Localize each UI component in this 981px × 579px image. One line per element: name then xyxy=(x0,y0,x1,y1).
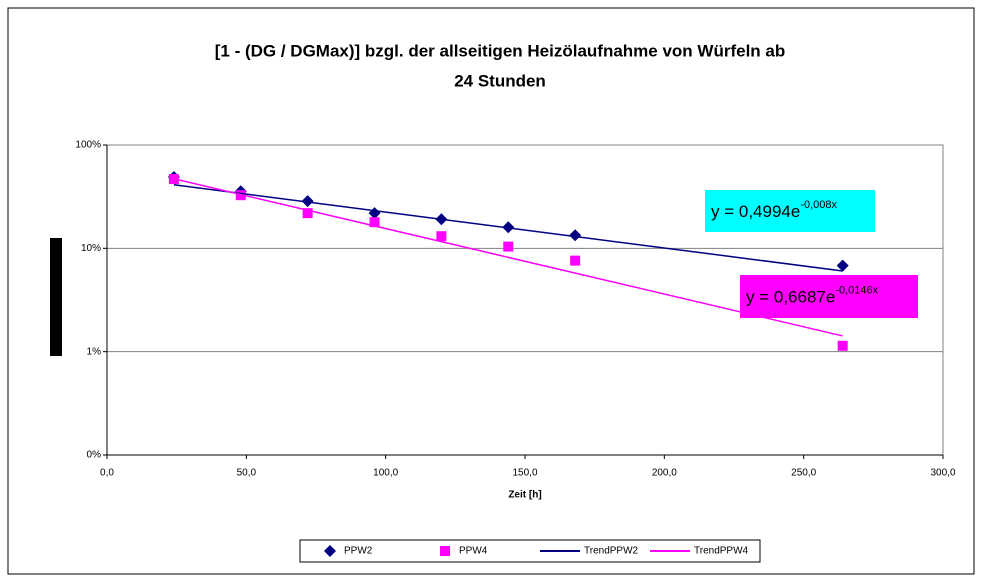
x-tick-label: 150,0 xyxy=(512,468,537,479)
equation-exponent: -0,008x xyxy=(800,199,837,211)
x-tick-label: 300,0 xyxy=(930,468,955,479)
equation: y = 0,4994e-0,008x xyxy=(711,199,838,222)
x-tick-label: 100,0 xyxy=(373,468,398,479)
equation-box xyxy=(705,190,875,232)
y-tick-label: 1% xyxy=(87,346,102,357)
x-tick-label: 0,0 xyxy=(100,468,114,479)
diamond-point xyxy=(836,259,849,272)
legend-label: PPW4 xyxy=(459,546,488,557)
y-tick-label: 10% xyxy=(81,243,101,254)
trend-line xyxy=(173,184,843,272)
y-axis-label-block xyxy=(50,238,62,356)
legend-label: PPW2 xyxy=(344,546,373,557)
square-point xyxy=(503,241,514,252)
equation-base: y = 0,6687e xyxy=(746,288,835,307)
trend-line xyxy=(173,178,843,337)
square-point xyxy=(436,231,447,242)
equation-box xyxy=(740,275,918,318)
legend-label: TrendPPW4 xyxy=(694,546,749,557)
x-tick-label: 250,0 xyxy=(791,468,816,479)
y-tick-label: 0% xyxy=(87,450,102,461)
legend-label: TrendPPW2 xyxy=(584,546,639,557)
x-axis-label: Zeit [h] xyxy=(508,490,541,501)
square-point xyxy=(570,255,581,266)
equation: y = 0,6687e-0,0146x xyxy=(746,284,879,307)
legend xyxy=(299,539,761,563)
diamond-point xyxy=(569,229,582,242)
chart-title: [1 - (DG / DGMax)] bzgl. der allseitigen… xyxy=(215,41,786,60)
x-tick-label: 200,0 xyxy=(652,468,677,479)
square-point xyxy=(440,546,450,556)
y-tick-label: 100% xyxy=(75,140,101,151)
diamond-point xyxy=(324,545,336,557)
square-point xyxy=(369,217,380,228)
square-point xyxy=(837,340,848,351)
square-point xyxy=(302,208,313,219)
chart-title: 24 Stunden xyxy=(454,71,546,90)
diamond-point xyxy=(301,195,314,208)
x-tick-label: 50,0 xyxy=(237,468,257,479)
equation-exponent: -0,0146x xyxy=(835,284,878,296)
equation-base: y = 0,4994e xyxy=(711,202,800,221)
